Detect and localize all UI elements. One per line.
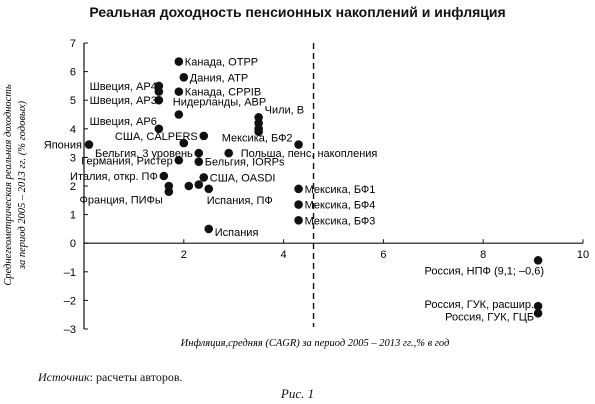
data-point <box>174 87 184 96</box>
point-label: Швеция, AP4 <box>90 81 157 93</box>
y-tick-label: 3 <box>70 152 76 164</box>
data-point <box>294 184 303 194</box>
data-point <box>533 301 543 311</box>
data-point <box>294 216 303 225</box>
point-label: Польша, пенс. накопления <box>241 148 378 160</box>
data-point <box>194 180 204 189</box>
data-point <box>174 110 184 119</box>
y-tick-label: 2 <box>70 181 76 193</box>
point-label: Чили, B <box>265 104 305 116</box>
point-label: Россия, ГУК, расшир. <box>425 299 535 311</box>
x-tick-label: 4 <box>281 249 287 261</box>
x-tick-label: 10 <box>577 249 589 261</box>
point-label: Мексика, БФ1 <box>305 184 376 196</box>
chart-ticks: –3 –2 –1 0 1 2 3 4 5 6 7 2 4 6 8 10 <box>64 38 589 336</box>
point-label: Бельгия, IORPs <box>205 157 285 169</box>
data-point <box>194 148 204 158</box>
y-tick-label: 6 <box>70 67 76 79</box>
data-point <box>154 124 164 134</box>
x-tick-label: 8 <box>480 249 486 261</box>
data-point <box>159 171 169 181</box>
chart-marks: Канада, OTPP Дания, ATP Швеция, AP4 Канада,… <box>44 57 544 324</box>
point-label: Дания, ATP <box>190 72 248 84</box>
y-tick-label: 5 <box>70 95 76 107</box>
data-point <box>179 73 189 82</box>
point-label: Канада, OTPP <box>185 57 258 69</box>
data-point <box>294 200 303 209</box>
data-point <box>84 140 94 149</box>
y-tick-label: –2 <box>64 295 76 307</box>
source-label: Источник <box>38 370 90 384</box>
point-label: США, OASDI <box>210 172 276 184</box>
data-point <box>154 95 164 105</box>
data-point <box>174 155 184 165</box>
data-point <box>164 181 174 191</box>
source-note: Источник: расчеты авторов. <box>38 370 183 385</box>
x-tick-label: 6 <box>380 249 386 261</box>
y-tick-label: –3 <box>64 324 76 336</box>
point-label: Бельгия, 3 уровень <box>95 148 193 160</box>
data-point <box>154 87 164 96</box>
data-point <box>194 157 204 166</box>
data-point <box>174 57 184 66</box>
point-label: Испания <box>215 227 259 239</box>
point-label: Япония <box>44 140 82 152</box>
data-point <box>204 224 214 234</box>
point-label: США, CALPERS <box>115 131 198 143</box>
figure-caption: Рис. 1 <box>280 386 315 401</box>
data-point <box>254 127 263 136</box>
y-tick-label: –1 <box>64 267 76 279</box>
point-label: Мексика, БФ2 <box>222 133 293 145</box>
point-label: Италия, откр. ПФ <box>70 171 158 183</box>
point-label: Канада, CPPIB <box>185 87 261 99</box>
point-label: Франция, ПИФы <box>80 195 163 207</box>
y-tick-label: 4 <box>70 124 76 136</box>
point-label: Нидерланды, ABP <box>173 97 266 109</box>
point-label: Мексика, БФ4 <box>305 200 376 212</box>
point-label: Испания, ПФ <box>207 195 273 207</box>
source-text: : расчеты авторов. <box>89 370 183 384</box>
y-tick-label: 7 <box>70 38 76 50</box>
y-tick-label: 0 <box>70 238 76 250</box>
data-point <box>533 256 543 265</box>
data-point <box>199 131 209 141</box>
x-axis-title: Инфляция,средняя (CAGR) за период 2005 –… <box>180 338 450 349</box>
chart-title: Реальная доходность пенсионных накоплени… <box>89 4 506 20</box>
y-axis-title-line-1: Среднегеометрическая реальная доходность <box>3 84 14 285</box>
data-point <box>184 181 194 191</box>
point-label: Мексика, БФ3 <box>305 215 376 227</box>
y-axis-title-line-2: за период 2005 – 2013 гг. (% годовых) <box>17 100 28 270</box>
point-label: Швеция, AP3 <box>90 95 157 107</box>
point-label: Швеция, AP6 <box>90 116 157 128</box>
data-point <box>199 173 209 182</box>
point-label: Россия, ГУК, ГЦБ <box>445 311 534 323</box>
data-point <box>533 308 543 318</box>
data-point <box>204 184 214 194</box>
point-label: Германия, Ристер <box>81 155 173 167</box>
x-tick-label: 2 <box>181 249 187 261</box>
data-point <box>294 140 303 149</box>
data-point <box>179 138 189 148</box>
point-label: Россия, НПФ (9,1; –0,6) <box>424 265 544 277</box>
data-point <box>224 148 234 158</box>
y-tick-label: 1 <box>70 210 76 222</box>
